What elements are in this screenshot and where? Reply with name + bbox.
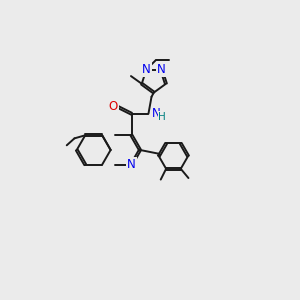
Text: O: O (108, 100, 118, 113)
Text: H: H (158, 112, 166, 122)
Text: N: N (127, 158, 136, 171)
Text: N: N (157, 63, 166, 76)
Text: N: N (152, 107, 160, 120)
Text: N: N (142, 63, 151, 76)
